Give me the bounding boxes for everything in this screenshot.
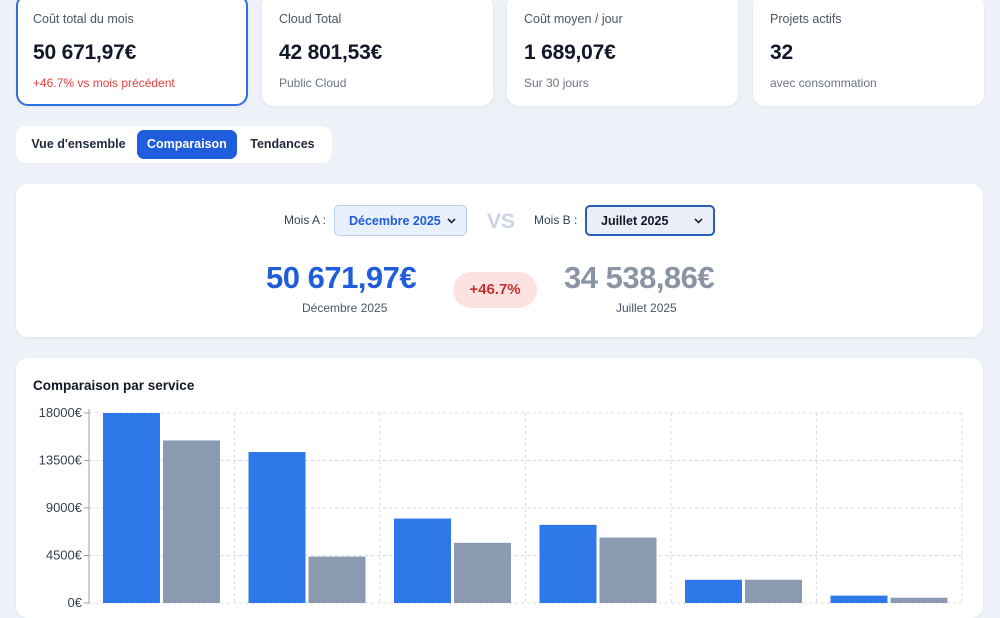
month-a-caption: Décembre 2025 (302, 301, 388, 315)
kpi-value: 50 671,97€ (33, 41, 137, 64)
service-comparison-chart: 18000€ 13500€ 9000€ 4500€ 0€ (39, 405, 963, 610)
kpi-value: 1 689,07€ (524, 41, 616, 64)
kpi-label: Projets actifs (770, 12, 842, 26)
kpi-value: 42 801,53€ (279, 41, 383, 64)
month-a-label: Mois A : (284, 213, 327, 227)
y-tick-label: 9000€ (46, 500, 83, 515)
month-b-value: Juillet 2025 (601, 213, 669, 228)
bar-month-a (685, 579, 742, 603)
kpi-card-cloud[interactable]: Cloud Total 42 801,53€ Public Cloud (262, 0, 493, 106)
view-tabs: Vue d'ensemble Comparaison Tendances (16, 126, 332, 163)
kpi-label: Coût total du mois (33, 12, 134, 26)
kpi-sub: Sur 30 jours (524, 76, 589, 90)
month-comparison-panel: Mois A : Décembre 2025 VS Mois B : Juill… (16, 184, 983, 337)
y-tick-label: 13500€ (39, 453, 83, 468)
month-a-value: Décembre 2025 (349, 213, 441, 228)
kpi-value: 32 (770, 41, 793, 64)
kpi-change: +46.7% vs mois précédent (33, 76, 175, 90)
y-tick-label: 4500€ (46, 548, 83, 563)
bar-month-a (394, 518, 451, 603)
month-b-caption: Juillet 2025 (616, 301, 677, 315)
bar-month-b (163, 440, 220, 603)
bar-month-a (248, 452, 306, 603)
chevron-down-icon (694, 217, 703, 224)
y-tick-label: 18000€ (39, 405, 83, 420)
tab-comparison[interactable]: Comparaison (136, 130, 237, 159)
bar-month-a (539, 524, 597, 603)
bar-month-a (103, 413, 160, 603)
chart-title: Comparaison par service (33, 378, 195, 393)
kpi-label: Coût moyen / jour (524, 12, 623, 26)
tab-trends[interactable]: Tendances (250, 137, 315, 151)
kpi-sub: avec consommation (770, 76, 877, 90)
bar-month-b (745, 579, 802, 603)
service-comparison-chart-card: Comparaison par service 18000€ 13500€ 9000… (16, 358, 983, 618)
bar-month-b (890, 597, 948, 603)
bar-month-a (830, 595, 888, 603)
month-b-label: Mois B : (534, 213, 578, 227)
bar-month-b (308, 556, 366, 603)
bar-month-b (454, 542, 511, 603)
chevron-down-icon (447, 217, 456, 224)
y-tick-label: 0€ (68, 595, 83, 610)
tab-overview[interactable]: Vue d'ensemble (31, 137, 126, 151)
kpi-card-total[interactable]: Coût total du mois 50 671,97€ +46.7% vs … (16, 0, 248, 106)
month-b-total: 34 538,86€ (564, 260, 715, 295)
kpi-label: Cloud Total (279, 12, 342, 26)
delta-badge: +46.7% (453, 272, 537, 308)
month-b-select[interactable]: Juillet 2025 (585, 205, 715, 236)
month-a-total: 50 671,97€ (266, 260, 417, 295)
bar-month-b (599, 537, 657, 603)
vs-label: VS (487, 210, 516, 233)
month-a-select[interactable]: Décembre 2025 (334, 205, 467, 236)
kpi-card-projects[interactable]: Projets actifs 32 avec consommation (753, 0, 984, 106)
kpi-sub: Public Cloud (279, 76, 347, 90)
kpi-card-daily[interactable]: Coût moyen / jour 1 689,07€ Sur 30 jours (507, 0, 738, 106)
